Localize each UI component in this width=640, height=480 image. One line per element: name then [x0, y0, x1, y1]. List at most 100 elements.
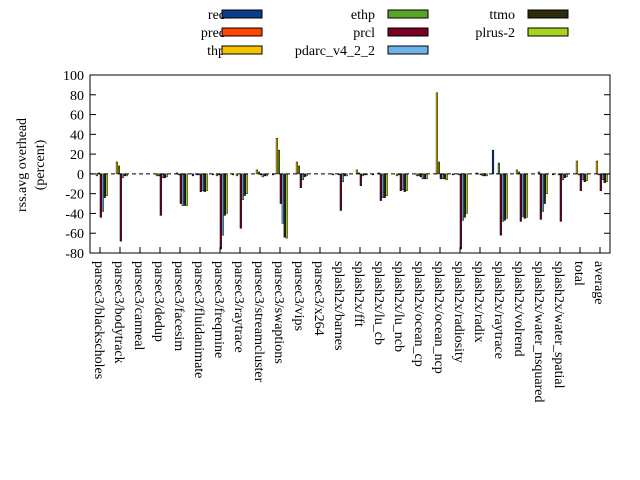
- y-axis-label-line: (percent): [33, 139, 48, 190]
- bar-plrus-2: [445, 173, 448, 181]
- bar-plrus-2: [505, 173, 508, 219]
- bar-ttmo: [223, 173, 226, 216]
- bar-plrus-2: [465, 173, 468, 214]
- bar-ethp: [297, 165, 300, 175]
- bar-ttmo: [423, 173, 426, 180]
- bar-ttmo: [543, 173, 546, 204]
- x-tick-label: average: [591, 261, 606, 305]
- bar-thp: [435, 92, 439, 175]
- bar-pdarc_v4_2_2: [561, 173, 564, 181]
- y-tick-label: -20: [65, 188, 84, 203]
- bar-pdarc_v4_2_2: [581, 173, 584, 181]
- bar-ethp: [437, 161, 440, 175]
- bar-ttmo: [263, 173, 266, 177]
- bar-plrus-2: [405, 173, 408, 191]
- bar-plrus-2: [545, 173, 548, 194]
- x-tick-label: splash2x/fft: [351, 261, 366, 327]
- y-tick-label: 60: [70, 109, 84, 124]
- bar-ttmo: [103, 173, 106, 198]
- x-tick-labels: parsec3/blackscholes parsec3/bodytrack par…: [91, 247, 606, 403]
- x-tick-label: parsec3/vips: [291, 261, 306, 331]
- y-axis-label: rss.avg overhead (percent): [15, 118, 48, 212]
- bar-prcl: [199, 173, 202, 192]
- legend-label-prcl: prcl: [353, 26, 375, 41]
- y-tick-label: -40: [65, 207, 84, 222]
- bar-thp: [255, 169, 259, 175]
- x-tick-label: parsec3/x264: [311, 261, 326, 336]
- bar-prcl: [439, 173, 442, 180]
- bar-thp: [415, 173, 419, 177]
- legend-label-pdarc_v4_2_2: pdarc_v4_2_2: [295, 44, 375, 59]
- bar-thp: [235, 173, 239, 177]
- bar-ttmo: [403, 173, 406, 192]
- bar-prcl: [519, 173, 522, 222]
- bar-plrus-2: [225, 173, 228, 214]
- bar-prcl: [579, 173, 582, 191]
- bar-pdarc_v4_2_2: [341, 173, 344, 183]
- y-ticks: -80 -60 -40 -20 0 20 40 60 80 100: [63, 69, 610, 262]
- x-tick-label: splash2x/volrend: [511, 261, 526, 357]
- bar-pdarc_v4_2_2: [261, 173, 264, 178]
- bar-prcl: [479, 173, 482, 176]
- x-tick-label: splash2x/water_spatial: [551, 261, 566, 389]
- x-tick-label: parsec3/raytrace: [231, 261, 246, 353]
- bar-prcl: [599, 173, 602, 191]
- bar-plrus-2: [605, 173, 608, 183]
- x-tick-label: splash2x/water_nsquared: [531, 261, 546, 403]
- bar-plrus-2: [585, 173, 588, 182]
- x-tick-label: splash2x/barnes: [331, 261, 346, 350]
- x-tick-label: splash2x/lu_ncb: [391, 261, 406, 352]
- bar-prcl: [379, 173, 382, 201]
- bar-rec: [191, 173, 195, 177]
- bar-pdarc_v4_2_2: [601, 173, 604, 181]
- bar-ethp: [577, 173, 580, 176]
- bar-prcl: [159, 173, 162, 216]
- bar-pdarc_v4_2_2: [501, 173, 504, 222]
- bar-pdarc_v4_2_2: [421, 173, 424, 180]
- bar-ethp: [177, 173, 180, 176]
- bar-rec: [491, 149, 495, 175]
- bar-pdarc_v4_2_2: [381, 173, 384, 198]
- bar-ttmo: [443, 173, 446, 180]
- x-tick-label: parsec3/streamcluster: [251, 261, 266, 383]
- bar-thp: [295, 161, 299, 175]
- bar-plrus-2: [105, 173, 108, 196]
- bar-pdarc_v4_2_2: [281, 173, 284, 224]
- bar-prcl: [559, 173, 562, 222]
- bar-ttmo: [163, 173, 166, 179]
- legend-swatch-prec: [221, 27, 263, 37]
- bar-pdarc_v4_2_2: [121, 173, 124, 179]
- bar-plrus-2: [245, 173, 248, 194]
- bar-plrus-2: [385, 173, 388, 196]
- bar-plrus-2: [285, 173, 288, 239]
- bar-ttmo: [503, 173, 506, 221]
- bars: [95, 92, 608, 250]
- legend-label-ethp: ethp: [351, 8, 375, 23]
- bar-pdarc_v4_2_2: [181, 173, 184, 206]
- bar-pdarc_v4_2_2: [361, 173, 364, 177]
- bar-pdarc_v4_2_2: [461, 173, 464, 221]
- bar-prcl: [279, 173, 282, 204]
- bar-ttmo: [603, 173, 606, 184]
- legend-label-prec: prec: [201, 26, 225, 41]
- bar-prcl: [179, 173, 182, 204]
- bar-ethp: [497, 162, 500, 175]
- legend-swatch-prcl: [387, 27, 429, 37]
- legend-swatch-ttmo: [527, 9, 569, 19]
- bar-ttmo: [123, 173, 126, 177]
- bar-prcl: [399, 173, 402, 191]
- legend-swatch-thp: [221, 45, 263, 55]
- x-tick-label: parsec3/canneal: [131, 261, 146, 350]
- x-tick-label: total: [571, 261, 586, 286]
- bar-ttmo: [283, 173, 286, 238]
- bar-pdarc_v4_2_2: [301, 173, 304, 181]
- bar-plrus-2: [525, 173, 528, 218]
- x-tick-label: parsec3/facesim: [171, 261, 186, 351]
- bar-ttmo: [183, 173, 186, 206]
- bar-prcl: [99, 173, 102, 218]
- legend-swatch-plrus-2: [527, 27, 569, 37]
- bar-pdarc_v4_2_2: [221, 173, 224, 236]
- bar-thp: [275, 138, 279, 175]
- x-tick-label: parsec3/bodytrack: [111, 261, 126, 364]
- bar-ethp: [117, 165, 120, 175]
